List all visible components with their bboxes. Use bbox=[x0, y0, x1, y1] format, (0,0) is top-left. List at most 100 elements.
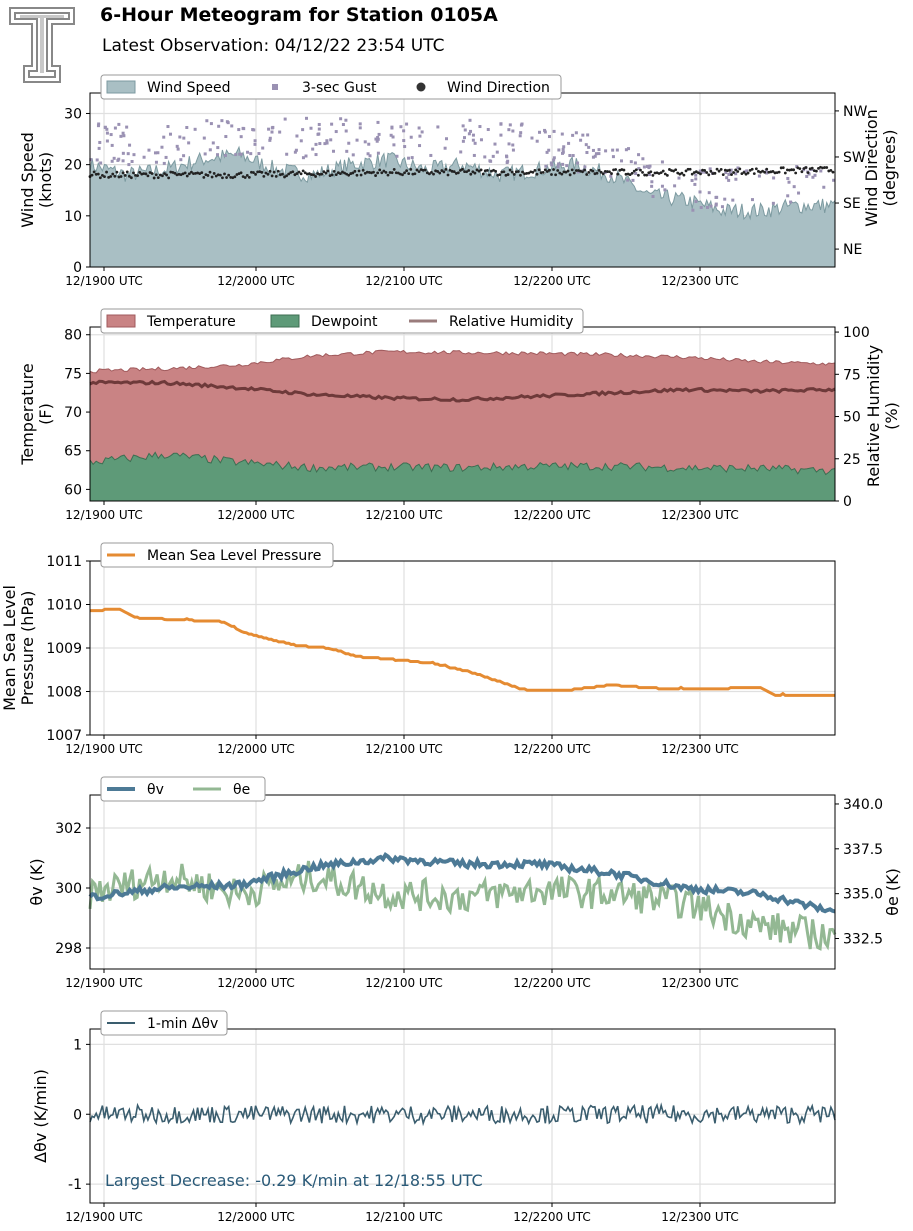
gust-point bbox=[418, 144, 422, 148]
gust-point bbox=[518, 134, 522, 138]
legend-swatch bbox=[270, 314, 300, 328]
gust-point bbox=[390, 125, 394, 129]
gust-point bbox=[462, 136, 466, 140]
direction-point bbox=[314, 175, 317, 178]
gust-point bbox=[105, 131, 109, 135]
gust-point bbox=[314, 142, 318, 146]
gust-point bbox=[119, 134, 123, 138]
gust-point bbox=[663, 188, 667, 192]
legend-label: Relative Humidity bbox=[449, 314, 573, 330]
direction-point bbox=[465, 170, 469, 174]
gust-point bbox=[420, 130, 424, 134]
direction-point bbox=[535, 172, 539, 176]
direction-point bbox=[649, 170, 653, 174]
direction-point bbox=[459, 169, 462, 172]
direction-point bbox=[442, 170, 446, 174]
gust-point bbox=[351, 153, 355, 157]
gust-point bbox=[593, 154, 597, 158]
y2-tick-label: SW bbox=[843, 150, 866, 166]
direction-point bbox=[773, 171, 777, 175]
direction-point bbox=[272, 170, 276, 174]
gust-point bbox=[734, 177, 738, 181]
theta-v-line bbox=[88, 851, 836, 914]
gust-point bbox=[317, 132, 321, 136]
direction-point bbox=[142, 172, 146, 175]
direction-point bbox=[804, 166, 808, 169]
x-tick-label: 12/2200 UTC bbox=[513, 508, 590, 522]
direction-point bbox=[690, 172, 694, 176]
y-tick-label: 80 bbox=[64, 328, 82, 344]
gust-point bbox=[550, 163, 554, 167]
direction-point bbox=[694, 170, 698, 174]
direction-point bbox=[165, 173, 168, 177]
direction-point bbox=[467, 169, 471, 172]
direction-point bbox=[281, 172, 284, 176]
direction-point bbox=[641, 170, 644, 174]
gust-point bbox=[95, 158, 99, 162]
direction-point bbox=[305, 172, 309, 176]
gust-point bbox=[156, 151, 160, 155]
gust-point bbox=[519, 123, 523, 127]
gust-point bbox=[98, 140, 102, 144]
gust-point bbox=[693, 182, 697, 186]
direction-point bbox=[322, 170, 326, 173]
gust-point bbox=[792, 185, 796, 189]
gust-point bbox=[239, 135, 243, 139]
theta-panel: 12/1900 UTC 12/2000 UTC 12/2100 UTC 12/2200… bbox=[27, 776, 902, 990]
rh-line bbox=[89, 379, 836, 403]
direction-point bbox=[250, 170, 253, 174]
legend-label: θv bbox=[147, 782, 164, 798]
gust-point bbox=[728, 171, 732, 175]
gust-point bbox=[278, 130, 282, 134]
direction-point bbox=[624, 172, 628, 176]
gust-point bbox=[105, 127, 109, 131]
gust-point bbox=[121, 151, 125, 155]
gust-point bbox=[750, 198, 754, 202]
gust-point bbox=[239, 152, 243, 156]
direction-point bbox=[637, 173, 640, 177]
direction-point bbox=[334, 173, 338, 177]
direction-point bbox=[477, 169, 481, 173]
gust-point bbox=[268, 138, 272, 142]
direction-point bbox=[109, 175, 113, 178]
gust-point bbox=[511, 129, 515, 133]
direction-point bbox=[688, 167, 692, 171]
x-tick-label: 12/2000 UTC bbox=[217, 976, 294, 990]
direction-point bbox=[190, 170, 193, 174]
direction-point bbox=[506, 173, 510, 176]
legend-box bbox=[100, 74, 562, 100]
y-tick-label: 1011 bbox=[46, 554, 82, 570]
direction-point bbox=[587, 170, 591, 174]
direction-point bbox=[663, 172, 667, 176]
direction-point bbox=[452, 170, 456, 174]
gust-point bbox=[317, 122, 321, 126]
university-logo-icon bbox=[9, 7, 75, 83]
gust-point bbox=[358, 126, 362, 130]
legend-box bbox=[100, 308, 584, 334]
gust-point bbox=[345, 149, 349, 153]
direction-point bbox=[440, 169, 444, 172]
direction-point bbox=[388, 171, 392, 174]
direction-point bbox=[500, 170, 504, 174]
direction-point bbox=[471, 170, 475, 174]
gust-point bbox=[597, 152, 601, 156]
direction-point bbox=[326, 169, 330, 173]
gust-point bbox=[211, 141, 215, 145]
direction-point bbox=[347, 173, 351, 177]
gust-point bbox=[443, 146, 447, 150]
gust-point bbox=[543, 130, 547, 134]
gust-point bbox=[699, 206, 703, 210]
gust-point bbox=[318, 142, 322, 146]
direction-point bbox=[310, 173, 313, 176]
gust-point bbox=[409, 135, 413, 139]
direction-point bbox=[163, 172, 166, 175]
gust-point bbox=[153, 151, 157, 155]
gust-point bbox=[705, 205, 709, 209]
gust-point bbox=[579, 138, 583, 142]
gust-point bbox=[376, 135, 380, 139]
direction-point bbox=[748, 169, 752, 172]
direction-point bbox=[214, 174, 218, 178]
direction-point bbox=[562, 170, 566, 174]
direction-point bbox=[521, 170, 524, 174]
gust-point bbox=[627, 147, 631, 151]
